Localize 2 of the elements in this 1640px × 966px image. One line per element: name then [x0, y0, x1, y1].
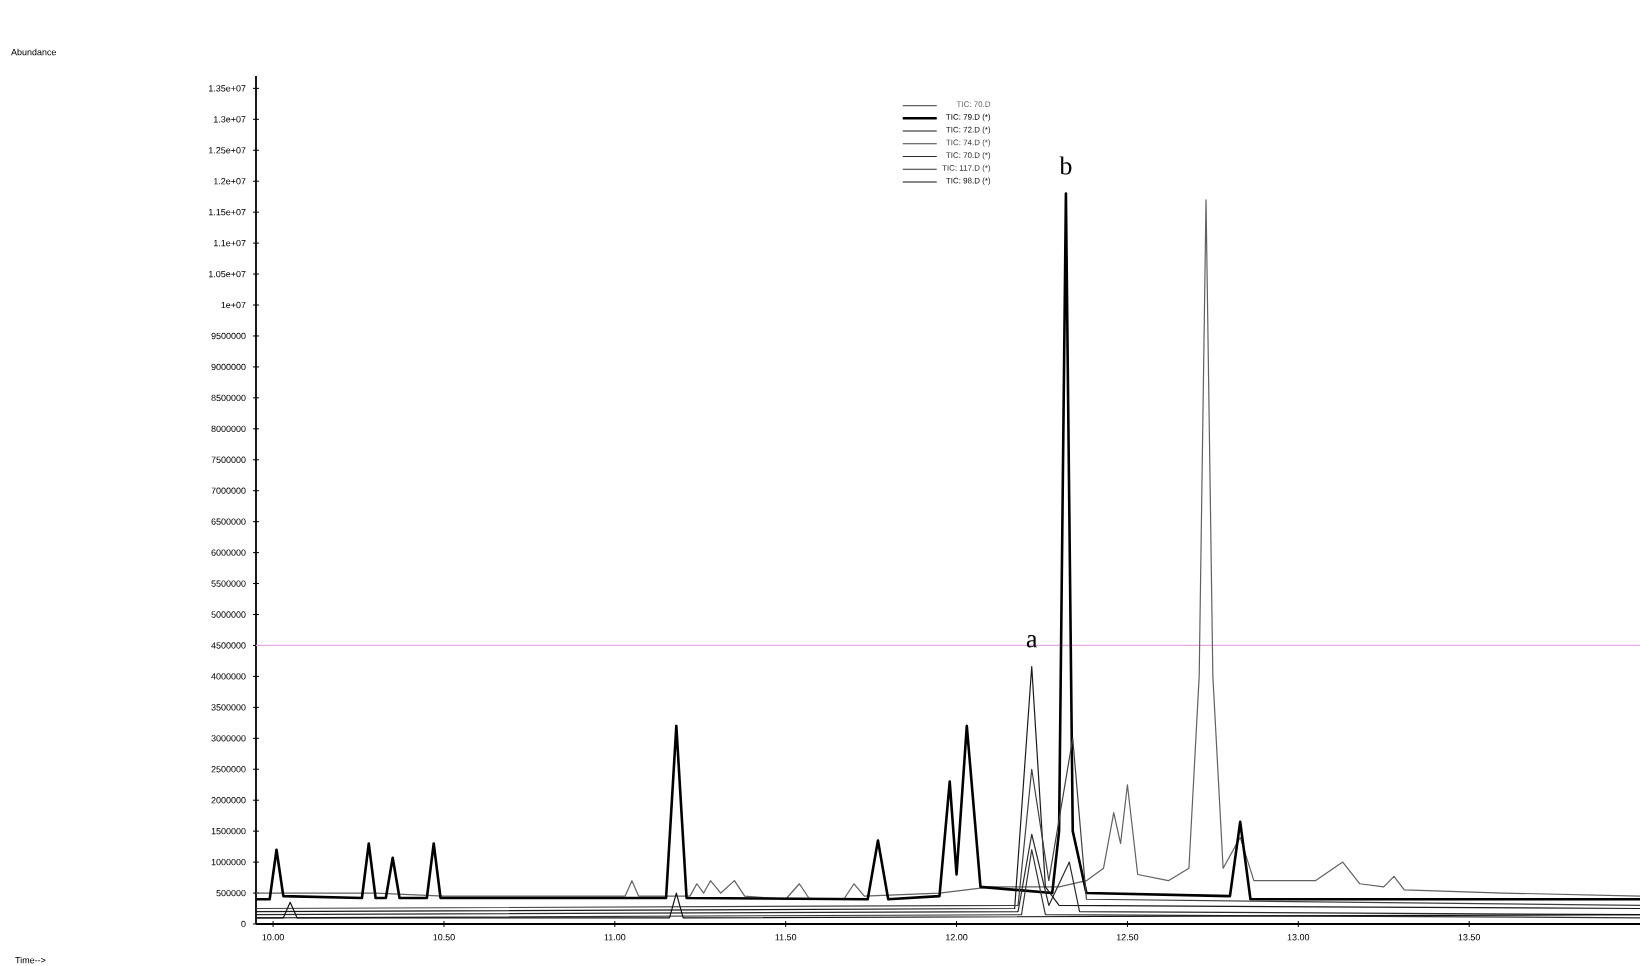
- annotation: b: [1059, 156, 1072, 175]
- annotation: a: [1026, 635, 1038, 648]
